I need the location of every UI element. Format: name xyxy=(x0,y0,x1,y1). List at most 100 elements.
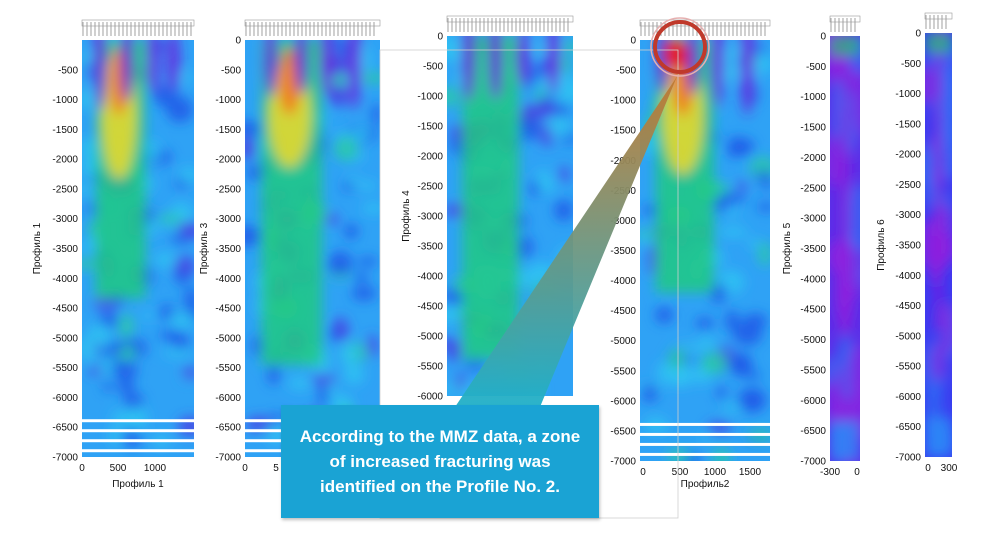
y-tick-label: -5500 xyxy=(895,362,921,373)
y-tick-label: -5000 xyxy=(417,332,443,343)
y-tick-label: -4000 xyxy=(215,274,241,285)
x-axis-title: Профиль 1 xyxy=(112,478,164,490)
y-tick-label: -2000 xyxy=(895,150,921,161)
y-tick-label: -4000 xyxy=(800,274,826,285)
x-tick-label: 300 xyxy=(941,463,958,474)
y-tick-label: -4500 xyxy=(610,306,636,317)
y-tick-label: -4000 xyxy=(610,276,636,287)
y-tick-label: -1500 xyxy=(52,125,78,136)
y-tick-label: -3000 xyxy=(417,212,443,223)
y-tick-label: -6000 xyxy=(800,396,826,407)
y-tick-label: -7000 xyxy=(895,453,921,464)
y-axis-title: Профиль 3 xyxy=(198,222,210,274)
x-tick-label: 1000 xyxy=(144,463,167,474)
y-tick-label: -2500 xyxy=(52,184,78,195)
y-tick-label: -3500 xyxy=(610,246,636,257)
y-tick-label: -4500 xyxy=(52,304,78,315)
x-tick-label: 500 xyxy=(110,463,127,474)
y-tick-label: -6500 xyxy=(52,423,78,434)
y-tick-label: -7000 xyxy=(610,457,636,468)
y-tick-label: -3500 xyxy=(417,242,443,253)
x-tick-label: 0 xyxy=(242,463,248,474)
y-tick-label: 0 xyxy=(915,29,921,40)
y-tick-label: -3500 xyxy=(895,241,921,252)
y-tick-label: -3500 xyxy=(215,244,241,255)
y-tick-label: -1500 xyxy=(610,126,636,137)
y-tick-label: 0 xyxy=(820,32,826,43)
y-tick-label: -3000 xyxy=(800,214,826,225)
x-tick-label: 0 xyxy=(854,467,860,478)
callout-text: According to the MMZ data, a zone of inc… xyxy=(299,427,581,496)
profile-panel-2: 0 -500 -1000 -1500 -2000 -2500 -3000 -3500 -4000… xyxy=(198,19,381,474)
y-tick-label: -2000 xyxy=(800,153,826,164)
y-tick-label: -6000 xyxy=(610,396,636,407)
y-tick-label: -5000 xyxy=(52,333,78,344)
y-tick-label: -5500 xyxy=(52,363,78,374)
y-tick-label: -2000 xyxy=(417,152,443,163)
y-tick-label: -5500 xyxy=(610,366,636,377)
y-tick-label: -6000 xyxy=(895,392,921,403)
y-tick-label: -2000 xyxy=(215,155,241,166)
y-tick-label: 0 xyxy=(437,32,443,43)
y-tick-label: -7000 xyxy=(215,453,241,464)
y-tick-label: -500 xyxy=(901,59,921,70)
y-tick-label: -500 xyxy=(58,65,78,76)
y-tick-label: -3500 xyxy=(52,244,78,255)
y-tick-label: 0 xyxy=(235,36,241,47)
y-tick-label: -6500 xyxy=(800,426,826,437)
y-tick-label: -3000 xyxy=(52,214,78,225)
x-tick-label: 0 xyxy=(640,467,646,478)
y-axis-title: Профиль 6 xyxy=(875,219,887,271)
highlight-circle xyxy=(653,20,707,74)
y-tick-label: -4500 xyxy=(800,305,826,316)
y-tick-label: -3000 xyxy=(215,214,241,225)
y-tick-label: -1500 xyxy=(215,125,241,136)
highlight-circle-outer xyxy=(650,17,710,77)
y-tick-label: -1500 xyxy=(895,119,921,130)
y-tick-label: -1500 xyxy=(800,123,826,134)
x-tick-label: 1000 xyxy=(704,467,727,478)
profile-panel-1: -500 -1000 -1500 -2000 -2500 -3000 -3500 -4000 -… xyxy=(31,19,195,490)
y-tick-label: -1000 xyxy=(800,92,826,103)
y-tick-label: -1000 xyxy=(52,95,78,106)
y-tick-label: -1000 xyxy=(895,89,921,100)
y-tick-label: -6500 xyxy=(610,426,636,437)
y-tick-label: -2500 xyxy=(215,184,241,195)
y-tick-label: -4500 xyxy=(417,302,443,313)
y-tick-label: -5000 xyxy=(215,333,241,344)
x-tick-label: 1500 xyxy=(739,467,762,478)
y-tick-label: -4000 xyxy=(52,274,78,285)
x-tick-label: 500 xyxy=(672,467,689,478)
y-tick-label: -2500 xyxy=(417,182,443,193)
x-tick-label: 0 xyxy=(79,463,85,474)
profile-panel-4: 0-500-1000-1500-2000-2500-3000-3500-4000… xyxy=(610,19,771,490)
y-tick-label: -6000 xyxy=(215,393,241,404)
profile-panel-6: 0 -500 -1000 -1500 -2000 -2500 -3000 -3500 -4000… xyxy=(875,12,958,474)
y-tick-label: -4500 xyxy=(895,301,921,312)
y-tick-label: -5500 xyxy=(417,362,443,373)
y-tick-label: -6500 xyxy=(895,422,921,433)
profile-panel-5: 0-500-1000-1500-2000-2500-3000-3500-4000… xyxy=(781,15,861,478)
x-tick-label: 0 xyxy=(925,463,931,474)
callout-box: According to the MMZ data, a zone of inc… xyxy=(281,405,599,518)
y-tick-label: -5000 xyxy=(895,331,921,342)
y-tick-label: -500 xyxy=(423,62,443,73)
y-tick-label: -500 xyxy=(806,62,826,73)
y-tick-label: -3000 xyxy=(610,216,636,227)
x-axis-title: Профиль2 xyxy=(681,478,730,490)
x-tick-label: 5 xyxy=(273,463,279,474)
y-tick-label: -2500 xyxy=(895,180,921,191)
y-tick-label: -2500 xyxy=(800,183,826,194)
y-tick-label: -5000 xyxy=(800,335,826,346)
y-tick-label: 0 xyxy=(630,36,636,47)
crop-frame xyxy=(379,49,679,519)
y-tick-label: -3500 xyxy=(800,244,826,255)
y-axis-title: Профиль 1 xyxy=(31,222,43,274)
y-axis-title: Профиль 5 xyxy=(781,222,793,274)
x-tick-label: -300 xyxy=(820,467,840,478)
y-tick-label: -500 xyxy=(221,65,241,76)
y-tick-label: -1000 xyxy=(610,96,636,107)
y-axis-title: Профиль 4 xyxy=(400,190,412,242)
y-tick-label: -6500 xyxy=(215,423,241,434)
